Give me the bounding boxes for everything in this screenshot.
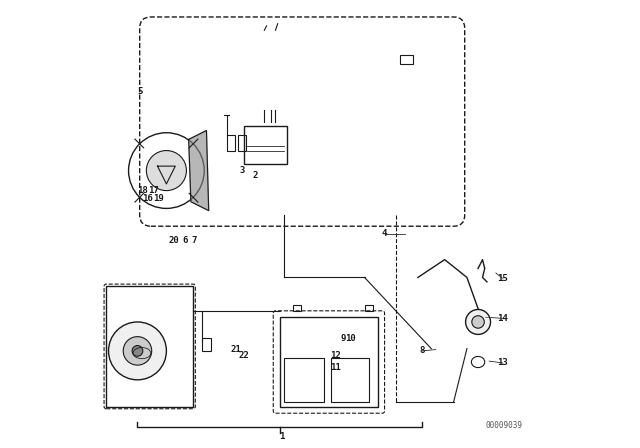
Bar bbox=[227, 135, 234, 151]
Circle shape bbox=[132, 345, 143, 356]
Text: 17: 17 bbox=[148, 186, 159, 195]
Circle shape bbox=[109, 322, 166, 380]
Circle shape bbox=[472, 316, 484, 328]
Text: 5: 5 bbox=[137, 87, 142, 96]
Bar bbox=[331, 358, 369, 402]
Text: 22: 22 bbox=[238, 351, 249, 360]
Bar bbox=[293, 306, 301, 311]
Text: 16: 16 bbox=[142, 194, 152, 202]
Bar bbox=[244, 126, 287, 164]
Text: 14: 14 bbox=[497, 314, 508, 323]
Text: 2: 2 bbox=[253, 171, 258, 180]
Text: 20: 20 bbox=[168, 237, 179, 246]
Text: 12: 12 bbox=[330, 351, 341, 360]
Bar bbox=[202, 337, 211, 351]
Bar bbox=[106, 286, 193, 406]
Text: 1: 1 bbox=[280, 432, 285, 441]
Text: 00009039: 00009039 bbox=[486, 421, 523, 430]
Circle shape bbox=[147, 151, 186, 190]
Bar bbox=[280, 318, 378, 406]
Text: 4: 4 bbox=[382, 229, 387, 238]
Text: 9: 9 bbox=[341, 334, 346, 343]
Bar bbox=[400, 55, 413, 64]
Polygon shape bbox=[189, 130, 209, 211]
Circle shape bbox=[465, 310, 490, 334]
Text: 15: 15 bbox=[497, 274, 508, 283]
Bar bbox=[237, 135, 246, 151]
Text: 21: 21 bbox=[230, 345, 241, 354]
Text: 3: 3 bbox=[239, 166, 244, 175]
Text: 7: 7 bbox=[192, 237, 197, 246]
Text: 18: 18 bbox=[138, 186, 148, 195]
Text: 10: 10 bbox=[345, 334, 356, 343]
Bar bbox=[284, 358, 324, 402]
Circle shape bbox=[124, 336, 152, 365]
Text: 11: 11 bbox=[330, 363, 341, 372]
Text: 19: 19 bbox=[153, 194, 164, 202]
Text: 13: 13 bbox=[497, 358, 508, 367]
Bar bbox=[365, 306, 372, 311]
Text: 6: 6 bbox=[182, 237, 188, 246]
Text: 8: 8 bbox=[420, 346, 425, 355]
